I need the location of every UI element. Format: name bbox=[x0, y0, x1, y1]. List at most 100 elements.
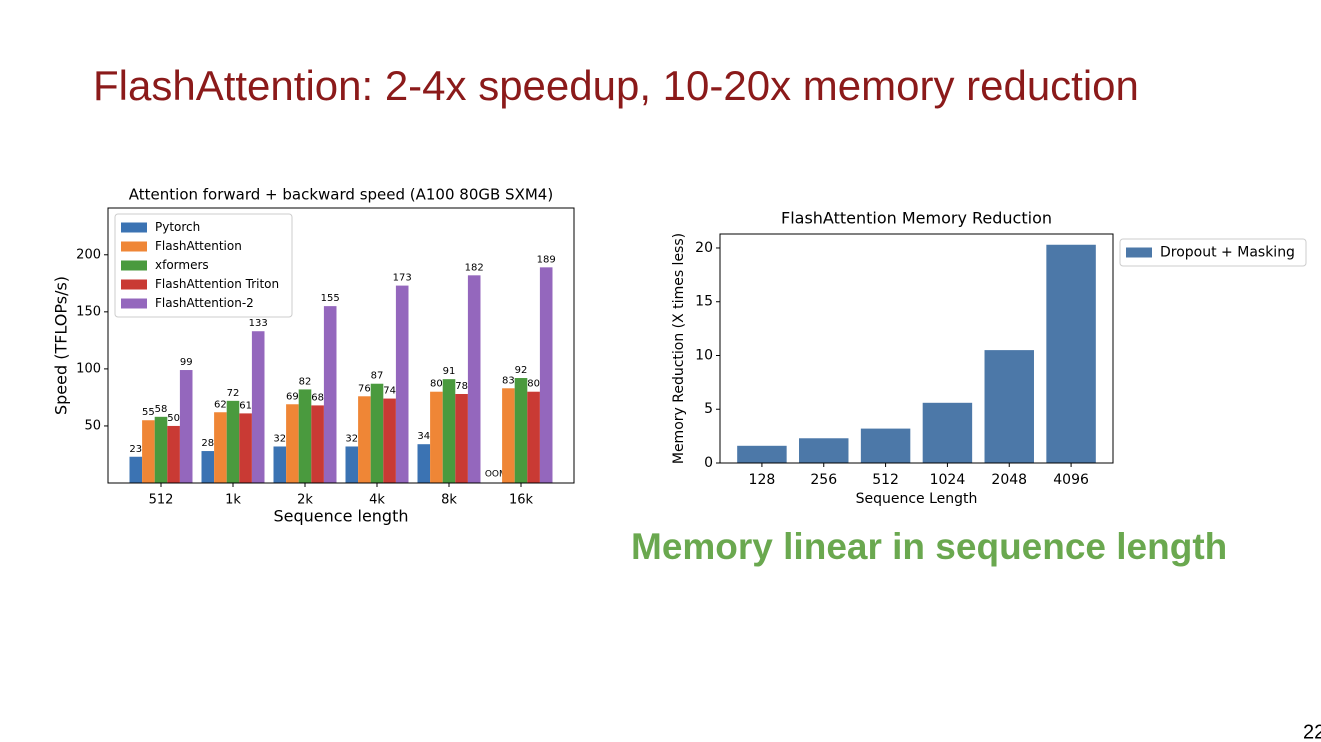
y-tick-label: 20 bbox=[695, 240, 713, 256]
bar bbox=[395, 285, 409, 483]
y-tick-label: 0 bbox=[704, 455, 713, 471]
bar bbox=[323, 306, 337, 483]
y-axis-label: Speed (TFLOPs/s) bbox=[52, 276, 71, 415]
data-label: 69 bbox=[286, 391, 299, 402]
data-label: 62 bbox=[214, 399, 227, 410]
data-label: 80 bbox=[527, 379, 540, 390]
bar bbox=[370, 383, 384, 483]
caption: Memory linear in sequence length bbox=[631, 526, 1227, 567]
bar bbox=[167, 425, 180, 483]
bar bbox=[226, 400, 240, 483]
x-tick-label: 512 bbox=[872, 472, 899, 488]
bar bbox=[527, 391, 540, 483]
plot-frame bbox=[107, 207, 575, 484]
x-tick-label: 8k bbox=[441, 493, 457, 508]
data-label: 50 bbox=[167, 413, 180, 424]
y-tick-label: 150 bbox=[76, 304, 101, 319]
bar bbox=[129, 456, 143, 483]
x-axis-label: Sequence Length bbox=[856, 491, 978, 507]
y-tick-label: 50 bbox=[84, 418, 101, 433]
legend-swatch bbox=[121, 222, 147, 233]
data-label: 82 bbox=[299, 376, 312, 387]
bar bbox=[1046, 244, 1096, 463]
bar bbox=[273, 446, 287, 483]
legend-box bbox=[114, 213, 293, 318]
bar bbox=[239, 413, 252, 483]
bar bbox=[298, 389, 312, 483]
data-label: 78 bbox=[455, 381, 468, 392]
x-tick-label: 1024 bbox=[930, 472, 966, 488]
bar bbox=[430, 391, 443, 483]
bar bbox=[514, 378, 528, 483]
bar bbox=[442, 379, 456, 483]
legend-label: Pytorch bbox=[155, 220, 200, 234]
data-label: 182 bbox=[465, 262, 484, 273]
data-label: 72 bbox=[227, 388, 240, 399]
legend-swatch bbox=[121, 298, 147, 309]
bar bbox=[214, 412, 227, 483]
bar bbox=[984, 350, 1034, 463]
legend-label: xformers bbox=[155, 258, 209, 272]
x-tick-label: 2048 bbox=[991, 472, 1027, 488]
bar bbox=[737, 445, 787, 463]
legend-label: FlashAttention Triton bbox=[155, 277, 279, 291]
y-tick-label: 15 bbox=[695, 294, 713, 310]
chart-title: FlashAttention Memory Reduction bbox=[781, 209, 1052, 228]
data-label: 55 bbox=[142, 407, 155, 418]
legend-label: FlashAttention-2 bbox=[155, 296, 254, 310]
bar bbox=[860, 428, 911, 463]
legend-label: Dropout + Masking bbox=[1160, 245, 1295, 261]
bar bbox=[383, 398, 396, 483]
data-label: 74 bbox=[383, 386, 396, 397]
data-label: 155 bbox=[321, 293, 340, 304]
legend-swatch bbox=[121, 260, 147, 271]
y-tick-label: 5 bbox=[704, 401, 713, 417]
data-label: 87 bbox=[371, 371, 384, 382]
data-label: 23 bbox=[129, 444, 142, 455]
legend-box bbox=[1119, 238, 1307, 267]
bar bbox=[311, 405, 324, 483]
bar bbox=[286, 404, 299, 483]
bar bbox=[539, 267, 553, 483]
data-label: 189 bbox=[537, 254, 556, 265]
bar bbox=[467, 275, 481, 483]
bar bbox=[201, 451, 215, 483]
data-label: 32 bbox=[345, 433, 358, 444]
data-label: 92 bbox=[515, 365, 528, 376]
y-tick-label: 10 bbox=[695, 347, 713, 363]
bar bbox=[358, 396, 371, 483]
legend-label: FlashAttention bbox=[155, 239, 242, 253]
bar bbox=[417, 444, 431, 483]
x-tick-label: 1k bbox=[225, 493, 241, 508]
bar bbox=[251, 331, 265, 483]
x-tick-label: 128 bbox=[749, 472, 776, 488]
data-label: 28 bbox=[201, 438, 214, 449]
bar bbox=[179, 370, 193, 483]
bar bbox=[154, 416, 168, 483]
data-label: 173 bbox=[393, 273, 412, 284]
bar bbox=[345, 446, 359, 483]
x-tick-label: 2k bbox=[297, 493, 313, 508]
data-label: 80 bbox=[430, 379, 443, 390]
x-tick-label: 256 bbox=[810, 472, 837, 488]
x-tick-label: 4096 bbox=[1053, 472, 1089, 488]
data-label: 99 bbox=[180, 357, 193, 368]
chart-title: Attention forward + backward speed (A100… bbox=[129, 186, 553, 204]
plot-frame bbox=[719, 233, 1114, 464]
y-tick-label: 200 bbox=[76, 247, 101, 262]
data-label: 34 bbox=[417, 431, 430, 442]
data-label: 58 bbox=[155, 404, 168, 415]
bar bbox=[455, 393, 468, 483]
x-tick-label: 4k bbox=[369, 493, 385, 508]
y-tick-label: 100 bbox=[76, 361, 101, 376]
bar bbox=[799, 438, 849, 463]
data-label: 76 bbox=[358, 383, 371, 394]
y-axis-label: Memory Reduction (X times less) bbox=[671, 233, 687, 464]
slide-title: FlashAttention: 2-4x speedup, 10-20x mem… bbox=[93, 62, 1139, 109]
x-axis-label: Sequence length bbox=[273, 507, 408, 526]
bar bbox=[922, 402, 973, 463]
data-label: 68 bbox=[311, 392, 324, 403]
legend-swatch bbox=[121, 279, 147, 290]
page-number: 22 bbox=[1303, 721, 1321, 742]
